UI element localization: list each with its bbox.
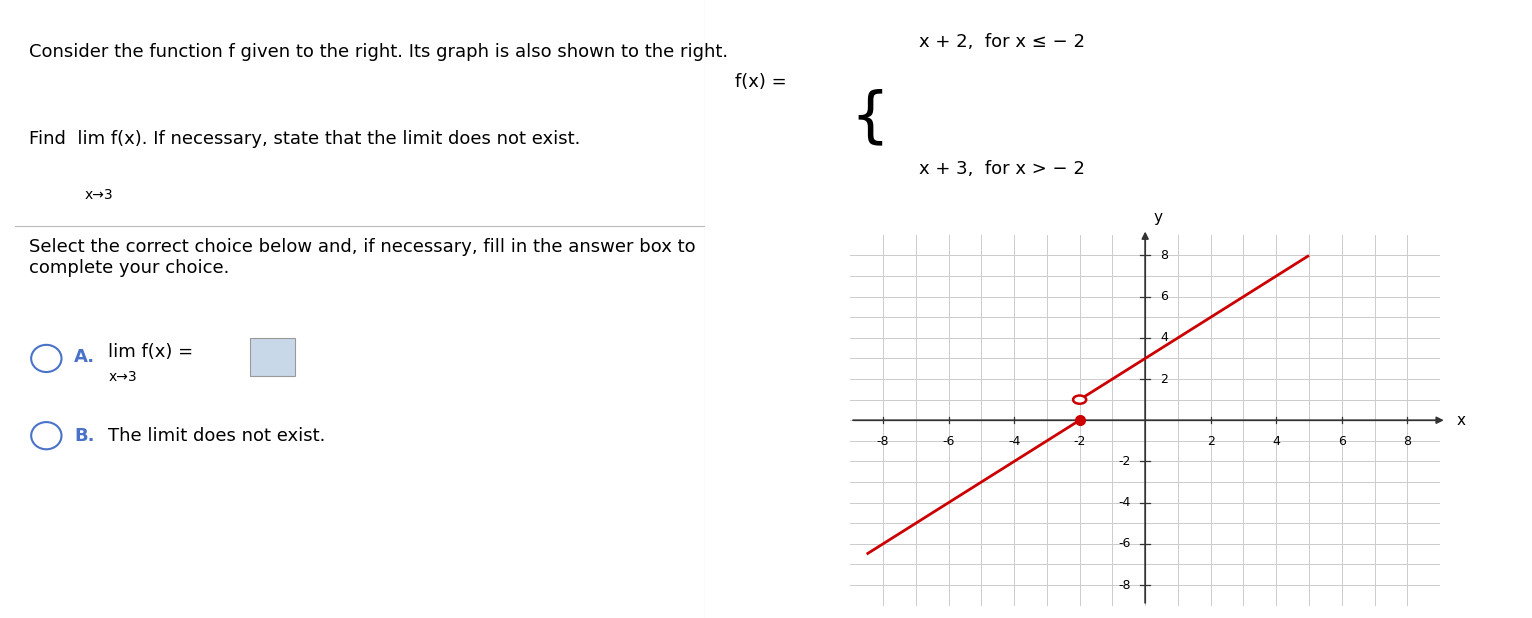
Text: -6: -6 <box>1118 537 1131 551</box>
Text: -8: -8 <box>1118 578 1131 591</box>
Text: B.: B. <box>74 426 95 445</box>
Text: x→3: x→3 <box>84 188 113 203</box>
Text: y: y <box>1154 210 1163 224</box>
Text: The limit does not exist.: The limit does not exist. <box>109 426 326 445</box>
Text: Find  lim f(x). If necessary, state that the limit does not exist.: Find lim f(x). If necessary, state that … <box>29 130 581 148</box>
Text: f(x) =: f(x) = <box>735 73 787 91</box>
Text: -4: -4 <box>1008 434 1020 447</box>
Text: -4: -4 <box>1118 496 1131 509</box>
Text: -6: -6 <box>942 434 954 447</box>
Text: x: x <box>1457 413 1466 428</box>
Text: x + 3,  for x > − 2: x + 3, for x > − 2 <box>919 160 1085 178</box>
Text: lim f(x) =: lim f(x) = <box>109 343 193 362</box>
Text: -2: -2 <box>1118 455 1131 468</box>
Text: 4: 4 <box>1160 331 1167 344</box>
Text: -2: -2 <box>1074 434 1086 447</box>
FancyBboxPatch shape <box>250 338 294 376</box>
Text: 6: 6 <box>1337 434 1345 447</box>
Text: 4: 4 <box>1272 434 1281 447</box>
Text: Consider the function f given to the right. Its graph is also shown to the right: Consider the function f given to the rig… <box>29 43 728 61</box>
Text: x + 2,  for x ≤ − 2: x + 2, for x ≤ − 2 <box>919 33 1085 51</box>
Text: 8: 8 <box>1403 434 1411 447</box>
Text: 2: 2 <box>1207 434 1215 447</box>
Text: -8: -8 <box>876 434 889 447</box>
Text: {: { <box>850 88 889 147</box>
Circle shape <box>1072 396 1086 404</box>
Text: Select the correct choice below and, if necessary, fill in the answer box to
com: Select the correct choice below and, if … <box>29 238 696 277</box>
Text: 2: 2 <box>1160 373 1167 386</box>
Text: x→3: x→3 <box>109 370 136 384</box>
Text: 8: 8 <box>1160 249 1167 262</box>
Text: A.: A. <box>74 348 95 366</box>
Text: 6: 6 <box>1160 290 1167 303</box>
